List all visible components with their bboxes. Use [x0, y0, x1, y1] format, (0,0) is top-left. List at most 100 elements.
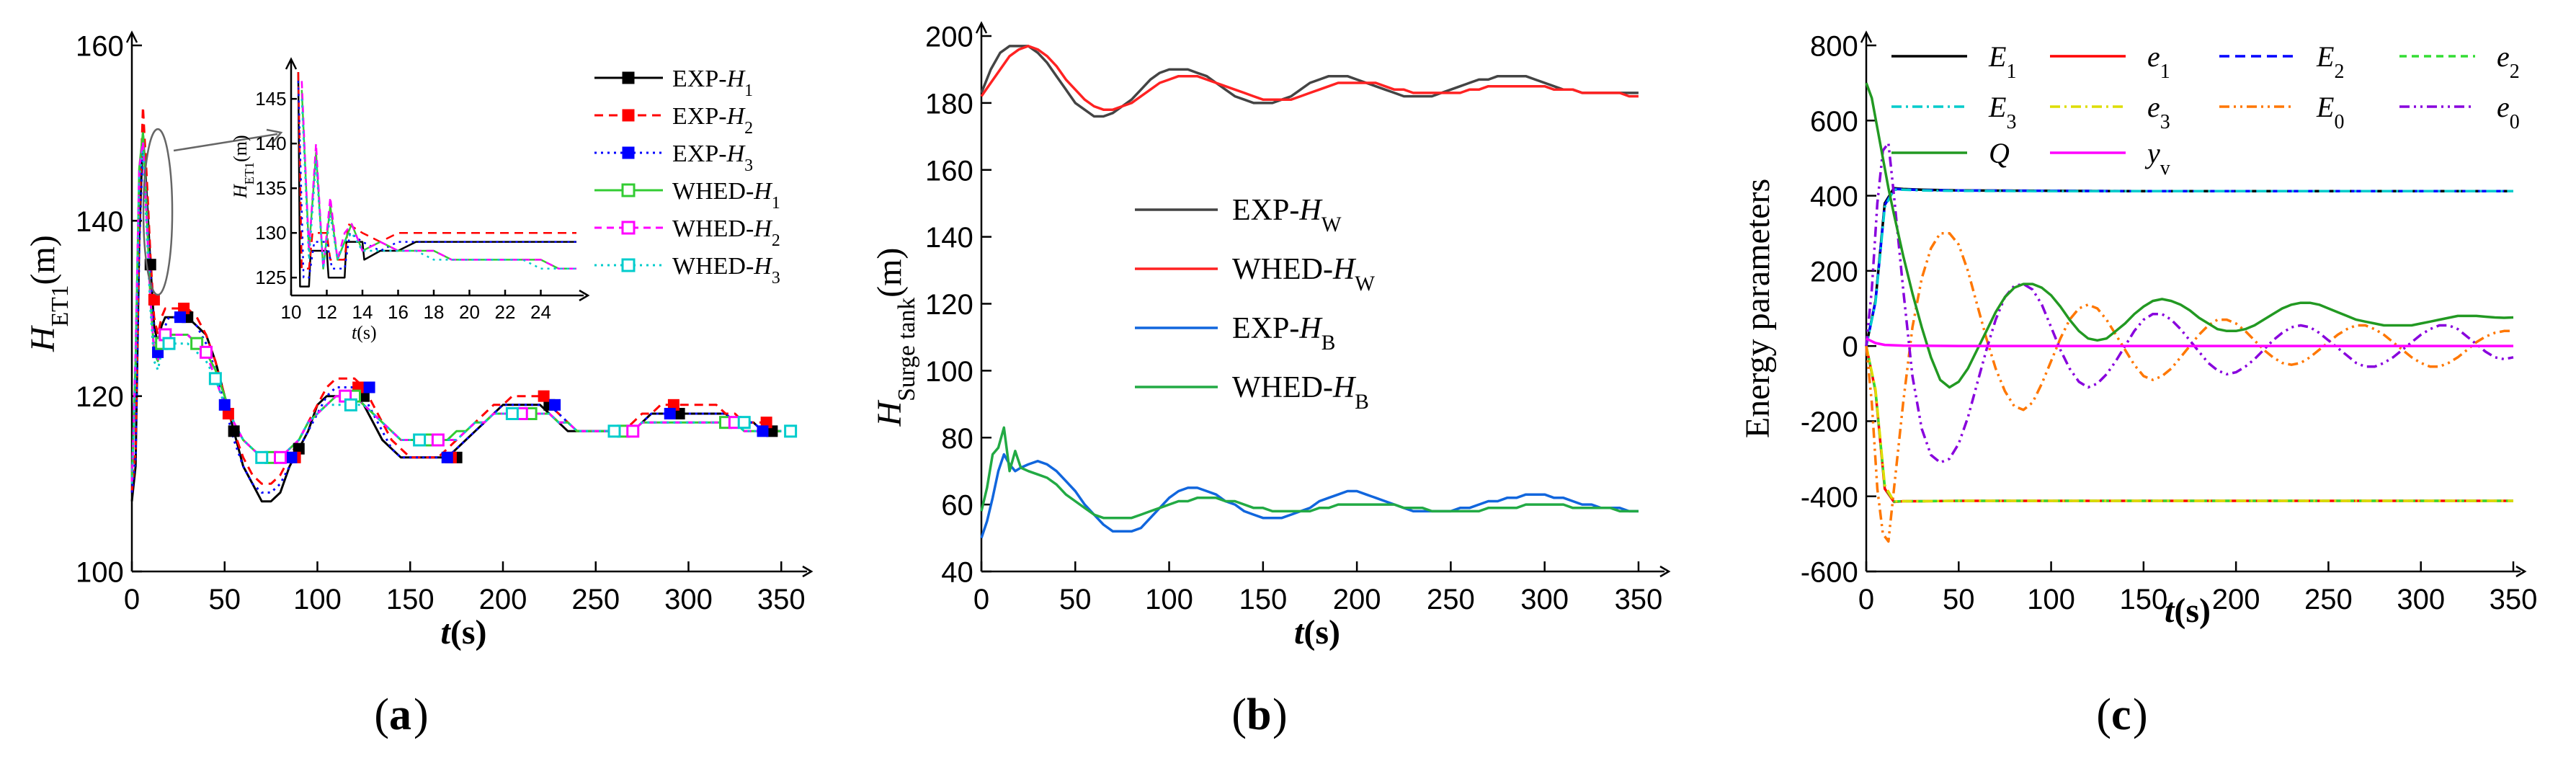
legend-label: E2 — [2316, 40, 2344, 83]
legend-item: WHED-HW — [1135, 253, 1375, 295]
text-span: H — [870, 400, 909, 427]
y-tick-label: 0 — [1842, 331, 1858, 363]
inset-series-line — [297, 81, 576, 279]
legend-item: e1 — [2050, 40, 2170, 83]
text-span: EXP- — [1232, 312, 1299, 345]
y-tick-label: 400 — [1810, 181, 1858, 213]
legend-label: WHED-HB — [1232, 371, 1369, 414]
series-marker — [413, 433, 427, 447]
text-span: 3 — [2160, 111, 2170, 133]
text-span: H — [1298, 194, 1323, 227]
text-span: ET1 — [47, 285, 73, 327]
panel-b-y-arrow — [975, 21, 988, 34]
series-marker — [218, 399, 231, 411]
zoom-ellipse — [142, 128, 174, 296]
legend-item: E0 — [2219, 91, 2344, 133]
series-marker — [784, 424, 798, 438]
text-span: WHED- — [672, 178, 754, 205]
series-marker — [549, 399, 561, 411]
legend-item: e2 — [2399, 40, 2520, 83]
legend-item: EXP-H1 — [594, 66, 753, 100]
legend-marker — [622, 146, 635, 159]
text-span: H — [726, 66, 746, 92]
text-span: E — [1988, 40, 2006, 73]
x-tick-label: 20 — [459, 301, 480, 323]
y-tick-label: 100 — [925, 356, 973, 388]
y-tick-label: 160 — [925, 155, 973, 187]
y-tick-label: 800 — [1810, 31, 1858, 63]
series-line — [1865, 188, 2513, 347]
legend-item: EXP-HB — [1135, 312, 1335, 355]
text-span: y — [2144, 137, 2160, 169]
x-tick-label: 350 — [757, 584, 806, 615]
text-span: EXP- — [672, 103, 727, 130]
x-tick-label: 18 — [424, 301, 445, 323]
text-span: EXP- — [1232, 194, 1299, 227]
x-tick-label: 350 — [2490, 584, 2538, 615]
text-span: EXP- — [672, 141, 727, 167]
x-tick-label: 250 — [571, 584, 620, 615]
y-tick-label: 120 — [76, 381, 124, 413]
text-span: 1 — [744, 81, 753, 100]
legend-label: Q — [1989, 137, 2010, 169]
panel-label-open: ( — [2096, 690, 2111, 739]
y-tick-label: 145 — [255, 88, 286, 110]
y-tick-label: 135 — [255, 177, 286, 199]
x-tick-label: 100 — [1145, 584, 1193, 615]
text-span: H — [753, 215, 773, 242]
legend-item: WHED-HB — [1135, 371, 1369, 414]
panel-a-x-arrow — [802, 565, 814, 578]
series-marker — [607, 424, 621, 438]
y-axis-title: HET1(m) — [24, 235, 73, 352]
text-span: H — [24, 325, 62, 352]
series-marker — [174, 311, 186, 324]
legend-label: yv — [2144, 137, 2170, 179]
panel-b-x-arrow — [1659, 565, 1671, 578]
x-tick-label: 150 — [2119, 584, 2167, 615]
series-line — [1865, 231, 2513, 543]
text-span: H — [1332, 371, 1357, 404]
series-marker — [255, 450, 269, 464]
inset-series-line — [297, 71, 576, 288]
legend-label: EXP-H2 — [672, 103, 753, 138]
x-tick-label: 14 — [352, 301, 373, 323]
legend-label: WHED-HW — [1232, 253, 1375, 295]
legend-marker — [621, 221, 636, 235]
y-tick-label: 160 — [76, 31, 124, 63]
text-span: E — [1988, 91, 2006, 123]
x-tick-label: 24 — [530, 301, 551, 323]
panel-b: 0 50 100 150 200 250 300 350 40 60 80 100 120 140 160 1… — [870, 21, 1671, 739]
panel-label-open: ( — [1231, 690, 1247, 739]
x-tick-label: 250 — [2304, 584, 2353, 615]
x-tick-label: 250 — [1427, 584, 1475, 615]
legend-item: WHED-H2 — [594, 215, 780, 250]
y-axis-title: HSurge tank(m) — [870, 248, 920, 427]
panel-c: 0 50 100 150 200 250 300 350-600-400-2000200400… — [1739, 30, 2538, 739]
series-marker — [431, 433, 445, 447]
text-span: Q — [1989, 137, 2010, 169]
y-tick-label: 130 — [255, 222, 286, 244]
series-line — [980, 45, 1639, 118]
x-tick-label: 300 — [664, 584, 713, 615]
y-tick-label: -200 — [1801, 406, 1858, 438]
text-span: W — [1355, 272, 1375, 295]
text-span: 3 — [772, 269, 780, 288]
panel-label-close: ) — [1273, 690, 1288, 739]
x-tick-label: 50 — [209, 584, 241, 615]
legend-item: E1 — [1891, 40, 2016, 83]
series-marker — [190, 337, 204, 350]
text-span: v — [2160, 157, 2170, 179]
text-span: B — [1355, 391, 1369, 414]
text-span: 0 — [2334, 111, 2344, 133]
x-tick-label: 100 — [293, 584, 342, 615]
x-tick-label: 12 — [316, 301, 337, 323]
legend-marker — [622, 109, 635, 122]
text-span: e — [2147, 91, 2160, 123]
series-line — [1865, 345, 2513, 503]
series-line — [1865, 345, 2513, 503]
text-span: e — [2497, 91, 2510, 123]
y-tick-label: 200 — [925, 22, 973, 53]
series-marker — [344, 398, 357, 411]
legend-label: EXP-H3 — [672, 141, 753, 175]
